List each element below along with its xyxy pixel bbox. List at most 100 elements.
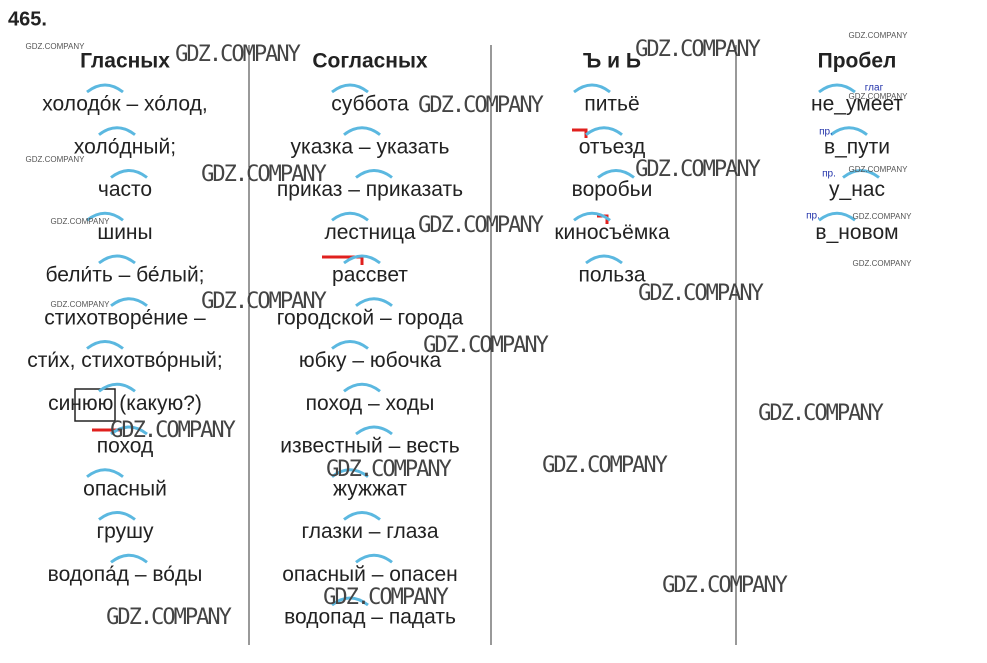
word: юбку – юбочка — [299, 349, 442, 372]
word: питьё — [584, 93, 639, 116]
word: указка – указать — [291, 135, 450, 158]
watermark: GDZ.COMPANY — [326, 457, 451, 482]
morpheme-arc — [343, 126, 381, 136]
morpheme-arc — [331, 468, 369, 478]
word: часто — [98, 178, 152, 201]
morpheme-arc — [343, 254, 381, 265]
small-watermark: GDZ.COMPANY — [51, 217, 111, 226]
watermark: GDZ.COMPANY — [635, 37, 760, 62]
watermark: GDZ.COMPANY — [201, 289, 326, 314]
small-watermark: GDZ.COMPANY — [853, 212, 913, 221]
word: поход — [97, 435, 154, 458]
morpheme-arc — [110, 169, 148, 179]
word: опасный – опасен — [282, 563, 458, 586]
part-of-speech-label: глаг — [865, 83, 884, 94]
small-watermark: GDZ.COMPANY — [849, 92, 909, 101]
morpheme-arc — [331, 211, 369, 222]
word: в_пути — [824, 135, 890, 158]
morpheme-arc — [110, 297, 148, 307]
morpheme-arc — [818, 211, 856, 222]
word: польза — [578, 264, 645, 287]
word: лестница — [324, 221, 415, 244]
word: воробьи — [572, 178, 653, 201]
morpheme-arc — [585, 126, 623, 136]
watermark: GDZ.COMPANY — [635, 157, 760, 182]
morpheme-arc — [331, 596, 369, 607]
morpheme-arc — [98, 126, 136, 136]
word: отъезд — [579, 135, 646, 158]
word: глазки – глаза — [302, 520, 439, 543]
word: рассвет — [332, 264, 408, 287]
small-watermark: GDZ.COMPANY — [26, 155, 86, 164]
watermark: GDZ.COMPANY — [662, 573, 787, 598]
word: холодо́к – хо́лод, — [42, 93, 207, 116]
watermark: GDZ.COMPANY — [175, 42, 300, 67]
word: сти́х, стихотво́рный; — [27, 349, 223, 372]
morpheme-arc — [573, 211, 611, 222]
morpheme-arc — [343, 511, 381, 521]
word: бели́ть – бе́лый; — [45, 264, 204, 287]
morpheme-arc — [830, 126, 868, 136]
watermark: GDZ.COMPANY — [106, 605, 231, 630]
word: водопа́д – во́ды — [48, 563, 203, 586]
morpheme-arc — [86, 468, 124, 478]
small-watermark: GDZ.COMPANY — [853, 259, 913, 268]
column-header: Пробел — [818, 50, 897, 73]
word: стихотворе́ние – — [44, 306, 206, 329]
morpheme-arc — [98, 382, 136, 393]
word: у_нас — [829, 178, 885, 201]
word: жужжат — [333, 477, 407, 500]
part-of-speech-label: пр. — [819, 127, 833, 138]
word: поход – ходы — [306, 392, 435, 415]
morpheme-arc — [355, 553, 393, 564]
watermark: GDZ.COMPANY — [638, 281, 763, 306]
morpheme-arc — [597, 169, 635, 179]
watermark: GDZ.COMPANY — [201, 162, 326, 187]
word: суббота — [331, 93, 409, 116]
column-header: Ъ и Ь — [583, 50, 641, 73]
word: грушу — [97, 520, 154, 543]
watermark: GDZ.COMPANY — [542, 453, 667, 478]
morpheme-arc — [573, 83, 611, 94]
morpheme-arc — [110, 553, 148, 564]
word: не_умеет — [811, 93, 903, 116]
morpheme-arc — [818, 83, 856, 94]
morpheme-arc — [331, 83, 369, 94]
small-watermark: GDZ.COMPANY — [26, 42, 86, 51]
word: водопад – падать — [284, 606, 456, 629]
small-watermark: GDZ.COMPANY — [51, 300, 111, 309]
morpheme-arc — [110, 425, 148, 436]
morpheme-arc — [86, 211, 124, 222]
morpheme-arc — [86, 340, 124, 350]
word: городской – города — [277, 306, 464, 329]
small-watermark: GDZ.COMPANY — [849, 31, 909, 40]
small-watermark: GDZ.COMPANY — [849, 165, 909, 174]
column-header: Гласных — [80, 50, 170, 73]
part-of-speech-label: пр. — [806, 211, 820, 222]
watermark: GDZ.COMPANY — [418, 213, 543, 238]
exercise-number: 465. — [8, 8, 47, 30]
morpheme-arc — [98, 254, 136, 265]
word: синюю (какую?) — [48, 392, 202, 415]
marks — [92, 128, 609, 432]
morpheme-arc — [585, 254, 623, 265]
morpheme-arc — [355, 425, 393, 436]
watermark: GDZ.COMPANY — [418, 93, 543, 118]
morpheme-arc — [355, 297, 393, 307]
word: холо́дный; — [74, 135, 176, 158]
word: приказ – приказать — [277, 178, 463, 201]
watermark: GDZ.COMPANY — [758, 401, 883, 426]
word: известный – весть — [280, 435, 460, 458]
morpheme-arc — [86, 83, 124, 94]
morpheme-arc — [842, 169, 880, 179]
watermark: GDZ.COMPANY — [323, 585, 448, 610]
morpheme-arc — [355, 169, 393, 179]
morpheme-arc — [343, 382, 381, 393]
part-of-speech-label: пр. — [822, 169, 836, 180]
watermark: GDZ.COMPANY — [110, 418, 235, 443]
morpheme-arc — [331, 340, 369, 350]
box — [74, 388, 116, 422]
watermark: GDZ.COMPANY — [423, 333, 548, 358]
word: в_новом — [815, 221, 898, 244]
